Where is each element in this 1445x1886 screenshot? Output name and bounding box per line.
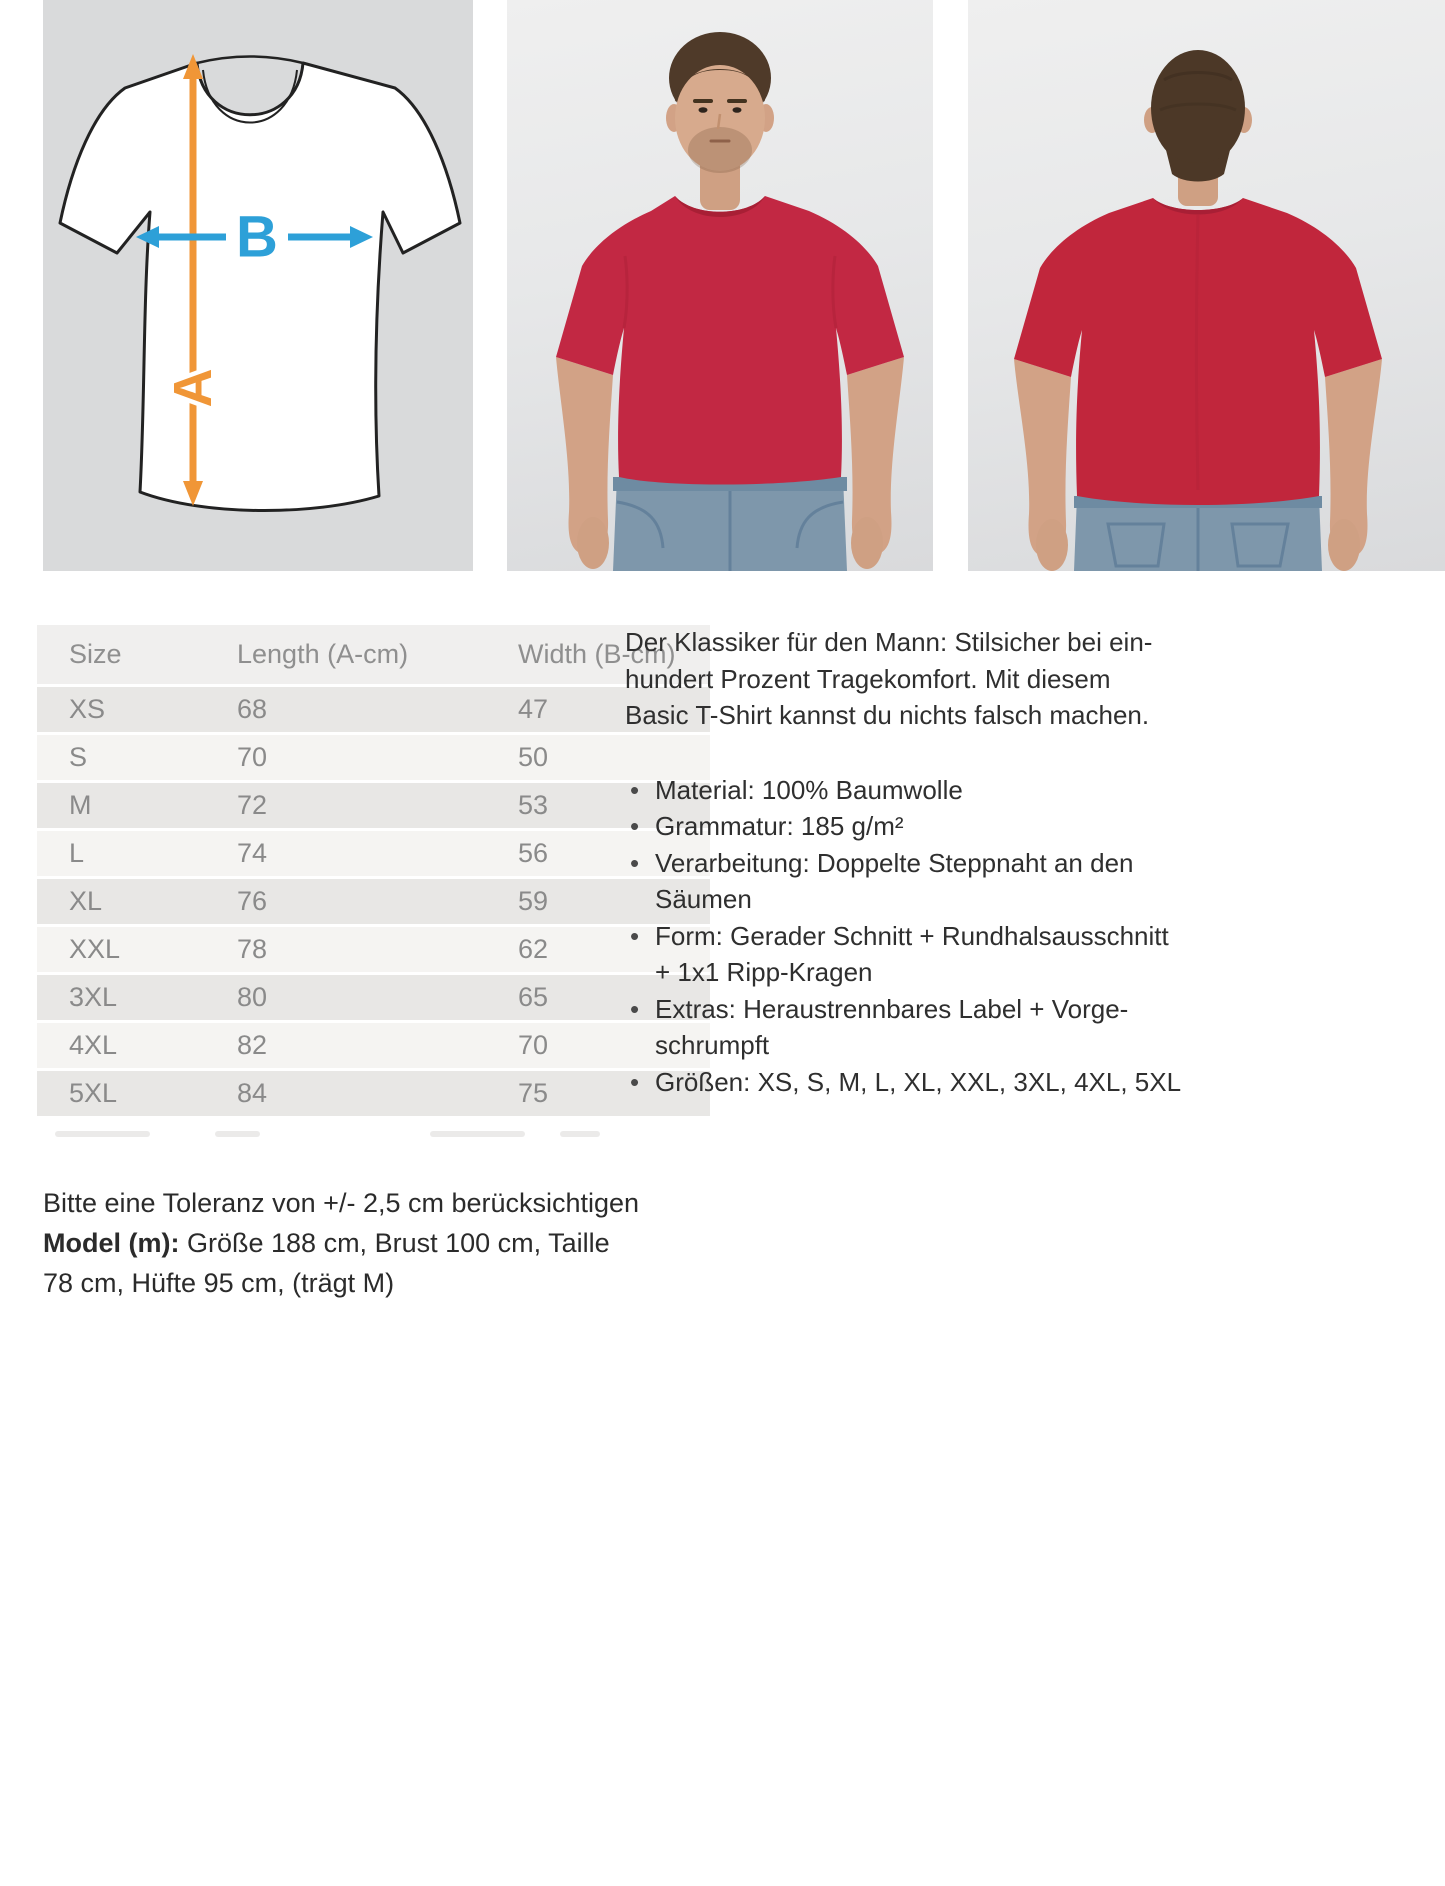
description-intro: Der Klassiker für den Mann: Stilsicher b…	[625, 624, 1181, 734]
model-back-arms	[1014, 359, 1382, 558]
feature-item-extras: Extras: Heraustrennbares Label + Vorge- …	[625, 991, 1181, 1064]
length-cell: 72	[237, 783, 518, 828]
model-front-head	[666, 32, 774, 210]
model-info-line1: Model (m): Größe 188 cm, Brust 100 cm, T…	[43, 1228, 610, 1258]
length-cell: 78	[237, 927, 518, 972]
model-back-hand-left	[1036, 519, 1068, 571]
length-cell: 80	[237, 975, 518, 1020]
size-diagram-image: A B	[43, 0, 473, 571]
measurement-notes: Bitte eine Toleranz von +/- 2,5 cm berüc…	[43, 1183, 639, 1303]
intro-line: Der Klassiker für den Mann: Stilsicher b…	[625, 627, 1153, 657]
width-cell: 47	[518, 687, 710, 732]
model-front-hand-right	[851, 517, 883, 569]
table-row: 4XL 82 70	[37, 1023, 710, 1068]
size-cell: 5XL	[37, 1071, 237, 1116]
table-row: M 72 53	[37, 783, 710, 828]
product-photo-front	[507, 0, 933, 571]
feature-item-groessen: Größen: XS, S, M, L, XL, XXL, 3XL, 4XL, …	[625, 1064, 1181, 1101]
model-back-illustration	[1014, 50, 1382, 571]
model-back-tshirt	[1014, 198, 1382, 505]
intro-line: hundert Prozent Tragekomfort. Mit diesem	[625, 663, 1111, 694]
tshirt-outline	[58, 55, 462, 512]
feature-item-form: Form: Gerader Schnitt + Rundhalsausschni…	[625, 918, 1181, 991]
model-front-illustration	[556, 32, 904, 571]
length-cell: 76	[237, 879, 518, 924]
size-cell: XXL	[37, 927, 237, 972]
size-table: Size Length (A-cm) Width (B-cm) XS 68 47 S…	[37, 622, 710, 1119]
column-header-size: Size	[37, 625, 237, 684]
table-row: 5XL 84 75	[37, 1071, 710, 1116]
table-row: XS 68 47	[37, 687, 710, 732]
product-description: Der Klassiker für den Mann: Stilsicher b…	[625, 624, 1181, 1100]
model-front-hand-left	[577, 517, 609, 569]
table-row: 3XL 80 65	[37, 975, 710, 1020]
table-row: XL 76 59	[37, 879, 710, 924]
model-back-head	[1144, 50, 1252, 206]
width-arrow-b: B	[136, 200, 373, 274]
length-cell: 70	[237, 735, 518, 780]
length-cell: 68	[237, 687, 518, 732]
feature-item-grammatur: Grammatur: 185 g/m²	[625, 808, 1181, 845]
label-b: B	[236, 205, 278, 270]
table-row: XXL 78 62	[37, 927, 710, 972]
length-cell: 82	[237, 1023, 518, 1068]
feature-item-material: Material: 100% Baumwolle	[625, 772, 1181, 809]
model-front-jeans	[613, 477, 847, 571]
model-info-label: Model (m):	[43, 1228, 180, 1258]
size-cell: XL	[37, 879, 237, 924]
model-back-jeans	[1074, 496, 1322, 571]
length-cell: 74	[237, 831, 518, 876]
feature-list: Material: 100% Baumwolle Grammatur: 185 …	[625, 772, 1181, 1101]
column-header-length: Length (A-cm)	[237, 625, 518, 684]
label-a: A	[163, 369, 223, 408]
product-photo-back	[968, 0, 1445, 571]
size-cell: XS	[37, 687, 237, 732]
size-cell: M	[37, 783, 237, 828]
length-arrow-a: A	[159, 54, 228, 506]
tshirt-measurement-diagram: A B	[58, 54, 462, 512]
model-back-hand-right	[1328, 519, 1360, 571]
model-info-line2: 78 cm, Hüfte 95 cm, (trägt M)	[43, 1268, 395, 1298]
intro-line: Basic T-Shirt kannst du nichts falsch ma…	[625, 700, 1150, 730]
size-cell: 3XL	[37, 975, 237, 1020]
size-cell: L	[37, 831, 237, 876]
model-front-tshirt	[556, 196, 904, 485]
size-table-header-row: Size Length (A-cm) Width (B-cm)	[37, 625, 710, 684]
table-row: L 74 56	[37, 831, 710, 876]
feature-item-verarbeitung: Verarbeitung: Doppelte Steppnaht an den …	[625, 845, 1181, 918]
size-cell: 4XL	[37, 1023, 237, 1068]
length-cell: 84	[237, 1071, 518, 1116]
column-header-width: Width (B-cm)	[518, 625, 710, 684]
tolerance-note: Bitte eine Toleranz von +/- 2,5 cm berüc…	[43, 1188, 640, 1218]
table-row: S 70 50	[37, 735, 710, 780]
size-cell: S	[37, 735, 237, 780]
model-front-arms	[556, 357, 904, 556]
